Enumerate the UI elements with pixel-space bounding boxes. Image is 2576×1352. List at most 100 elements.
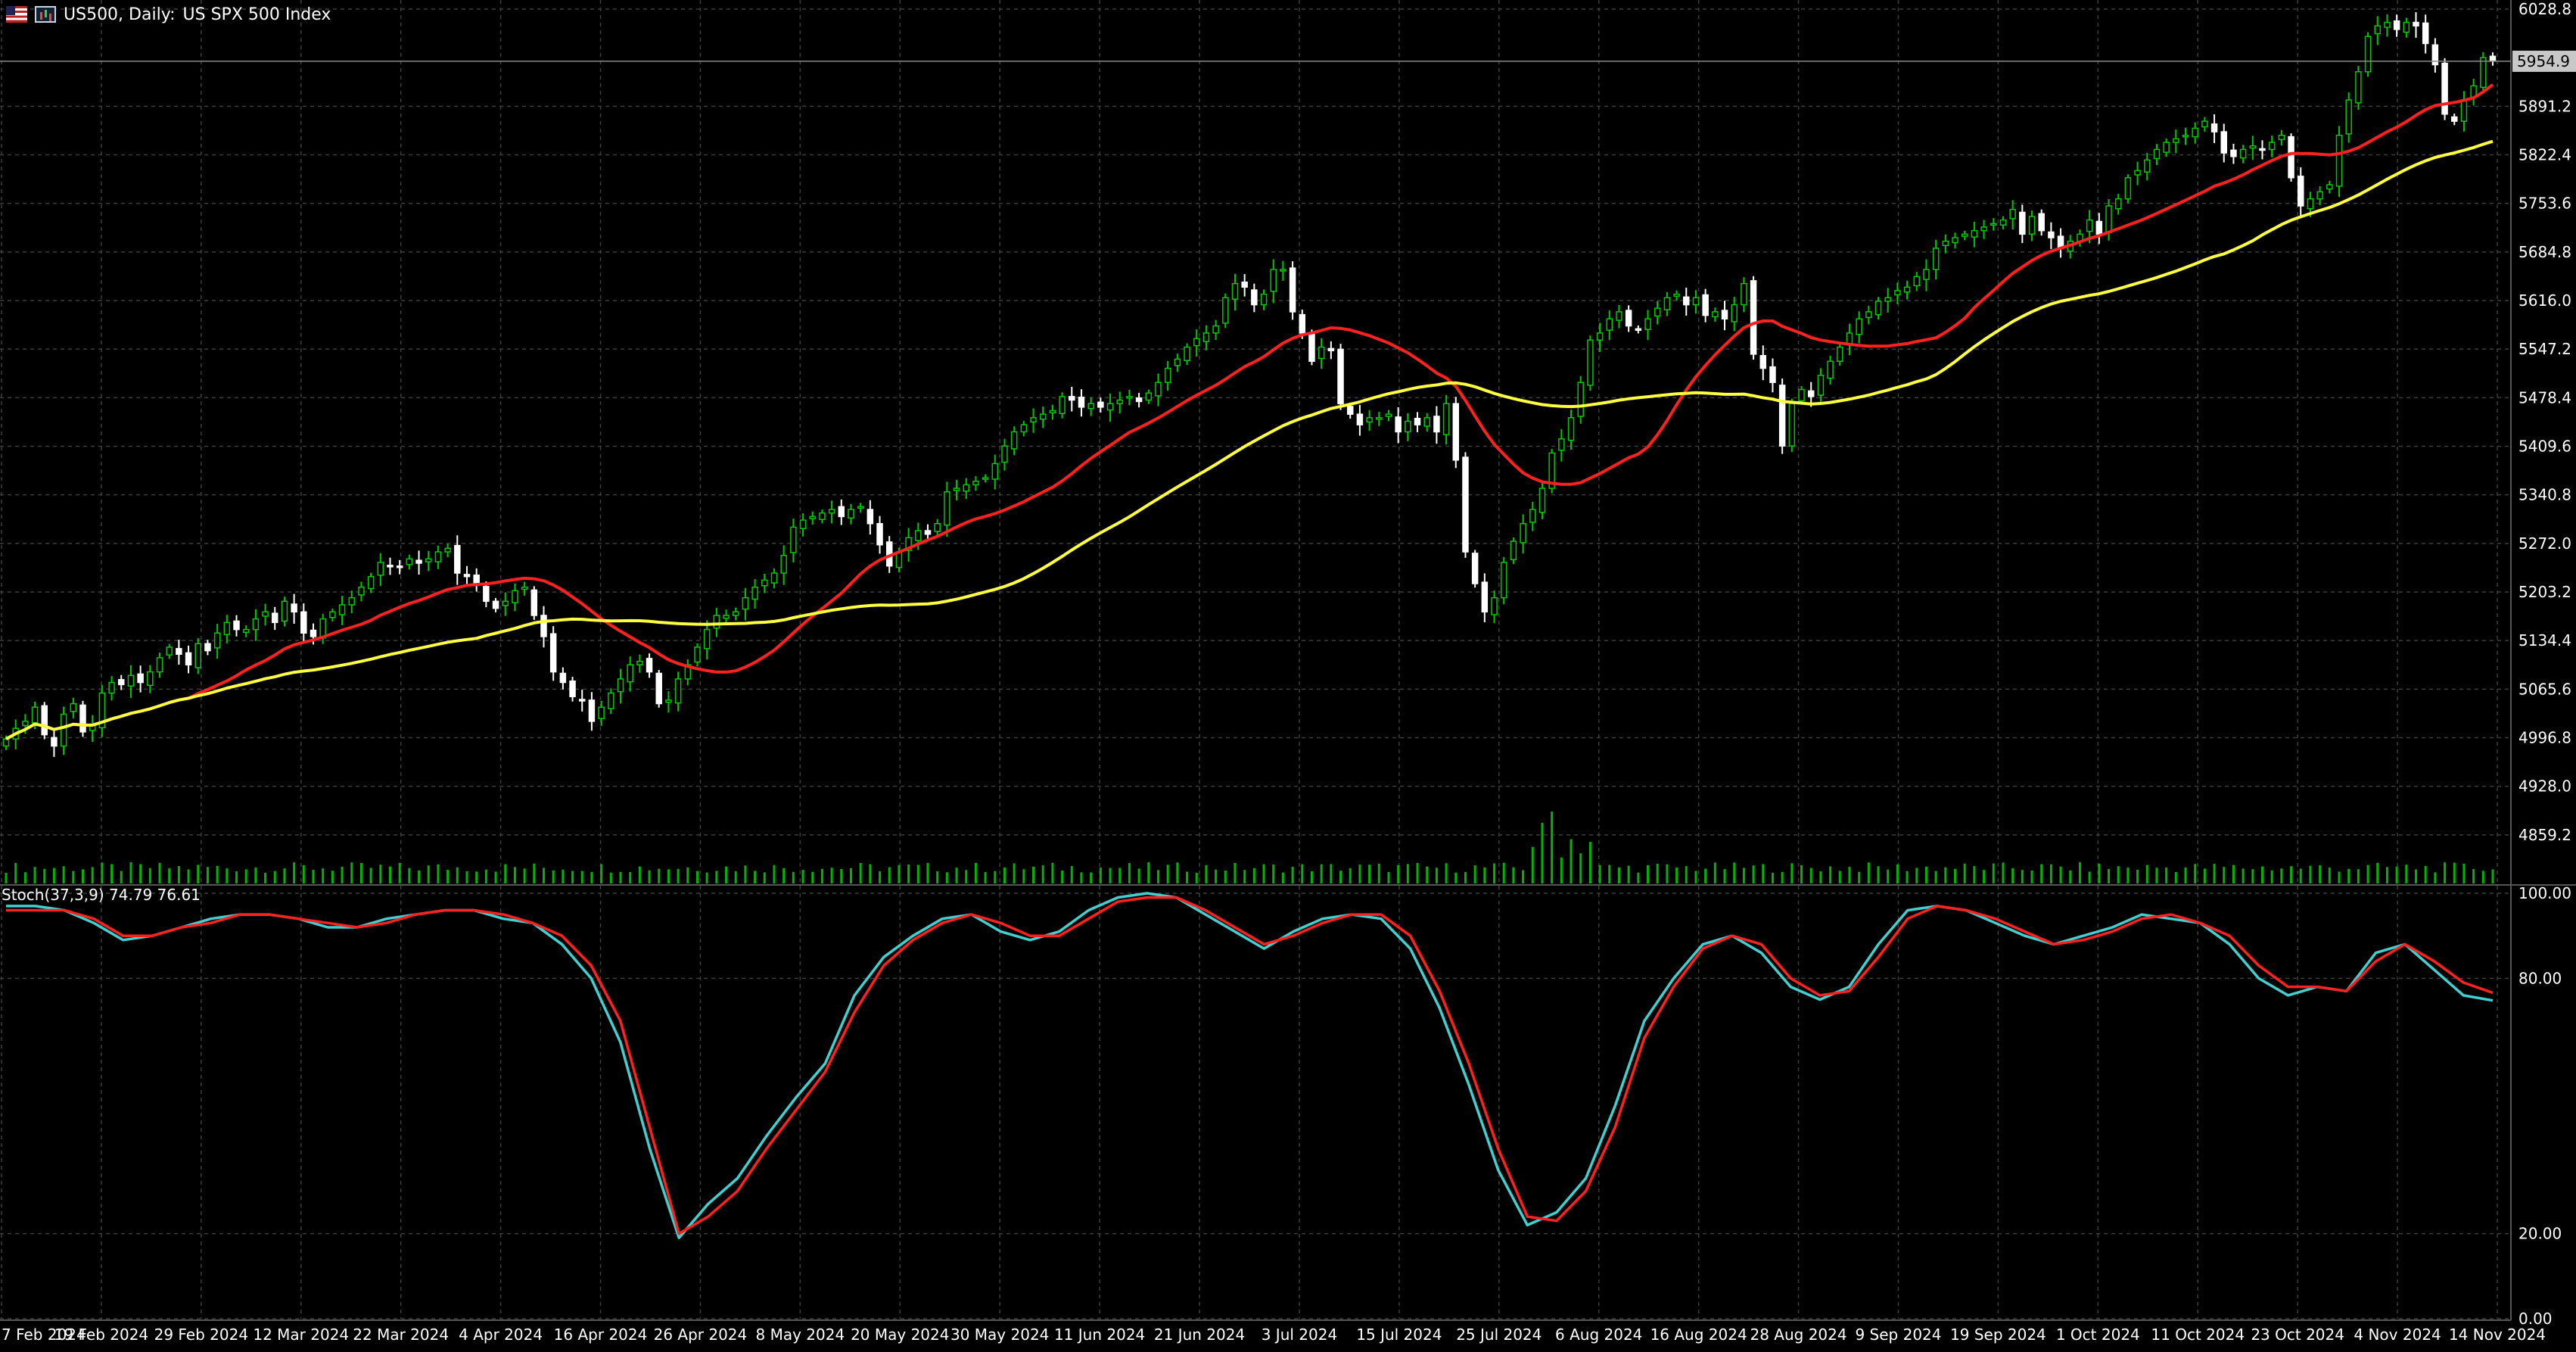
candle-body[interactable] bbox=[1971, 229, 1978, 238]
candle-body[interactable] bbox=[963, 484, 969, 492]
candle-body[interactable] bbox=[1280, 269, 1286, 272]
candle-body[interactable] bbox=[2009, 208, 2016, 220]
candle-body[interactable] bbox=[2460, 99, 2468, 122]
candle-body[interactable] bbox=[934, 522, 941, 532]
candle-body[interactable] bbox=[2259, 148, 2266, 151]
candle-body[interactable] bbox=[2095, 220, 2103, 235]
candle-body[interactable] bbox=[809, 516, 816, 519]
candle-body[interactable] bbox=[1788, 403, 1796, 447]
candle-body[interactable] bbox=[674, 678, 682, 704]
candle-body[interactable] bbox=[233, 620, 240, 631]
candle-body[interactable] bbox=[1414, 418, 1421, 425]
candle-body[interactable] bbox=[1423, 417, 1430, 427]
candle-body[interactable] bbox=[252, 618, 260, 631]
candle-body[interactable] bbox=[915, 530, 922, 541]
candle-body[interactable] bbox=[2114, 198, 2122, 210]
candle-body[interactable] bbox=[1654, 307, 1661, 317]
candle-body[interactable] bbox=[866, 509, 874, 525]
candle-body[interactable] bbox=[492, 600, 499, 609]
candle-body[interactable] bbox=[838, 506, 845, 518]
candle-body[interactable] bbox=[2144, 159, 2151, 173]
candle-body[interactable] bbox=[751, 586, 758, 600]
candle-body[interactable] bbox=[2192, 127, 2198, 138]
candle-body[interactable] bbox=[338, 604, 346, 615]
candle-body[interactable] bbox=[1644, 318, 1651, 330]
candle-body[interactable] bbox=[1692, 297, 1700, 306]
candle-body[interactable] bbox=[713, 615, 720, 629]
candle-body[interactable] bbox=[694, 646, 701, 663]
candle-body[interactable] bbox=[2220, 131, 2227, 154]
candle-body[interactable] bbox=[2326, 184, 2333, 190]
candle-body[interactable] bbox=[780, 554, 787, 574]
candle-body[interactable] bbox=[819, 512, 826, 520]
candle-body[interactable] bbox=[2422, 22, 2429, 45]
candle-body[interactable] bbox=[118, 679, 125, 686]
candle-body[interactable] bbox=[2316, 191, 2323, 200]
candle-body[interactable] bbox=[1049, 410, 1056, 414]
candle-body[interactable] bbox=[2278, 135, 2285, 141]
candle-body[interactable] bbox=[1385, 413, 1392, 417]
candle-body[interactable] bbox=[1010, 431, 1018, 450]
candle-body[interactable] bbox=[1587, 339, 1594, 386]
candle-body[interactable] bbox=[655, 672, 662, 705]
candle-body[interactable] bbox=[2268, 142, 2276, 151]
candle-body[interactable] bbox=[2364, 36, 2372, 73]
candle-body[interactable] bbox=[2441, 62, 2448, 115]
candle-body[interactable] bbox=[2182, 135, 2189, 138]
candle-body[interactable] bbox=[1529, 509, 1536, 523]
candle-body[interactable] bbox=[1126, 396, 1133, 399]
candle-body[interactable] bbox=[828, 509, 835, 514]
candle-body[interactable] bbox=[1683, 296, 1690, 306]
candle-body[interactable] bbox=[1741, 282, 1747, 306]
candle-body[interactable] bbox=[530, 589, 538, 616]
candle-body[interactable] bbox=[1778, 385, 1786, 447]
candle-body[interactable] bbox=[2288, 136, 2294, 179]
candle-body[interactable] bbox=[2210, 123, 2218, 132]
candle-body[interactable] bbox=[262, 611, 269, 617]
candle-body[interactable] bbox=[1001, 445, 1008, 463]
candle-body[interactable] bbox=[2298, 176, 2304, 207]
candle-body[interactable] bbox=[1807, 390, 1815, 397]
candle-body[interactable] bbox=[799, 519, 807, 529]
candle-body[interactable] bbox=[1500, 562, 1507, 599]
candle-body[interactable] bbox=[2048, 231, 2055, 238]
candle-body[interactable] bbox=[1366, 417, 1373, 423]
candle-body[interactable] bbox=[1520, 522, 1526, 544]
candle-body[interactable] bbox=[1491, 597, 1498, 615]
candle-body[interactable] bbox=[2134, 170, 2141, 176]
candle-body[interactable] bbox=[2153, 148, 2161, 160]
candle-body[interactable] bbox=[1020, 424, 1028, 433]
candle-body[interactable] bbox=[1251, 289, 1258, 306]
candle-body[interactable] bbox=[608, 692, 614, 709]
candle-body[interactable] bbox=[108, 681, 115, 694]
candle-body[interactable] bbox=[1106, 403, 1114, 411]
candle-body[interactable] bbox=[953, 488, 960, 491]
candle-body[interactable] bbox=[185, 652, 192, 665]
candle-body[interactable] bbox=[876, 522, 883, 546]
candle-body[interactable] bbox=[1135, 397, 1143, 403]
candle-body[interactable] bbox=[1462, 456, 1469, 553]
candle-body[interactable] bbox=[396, 565, 403, 569]
candle-body[interactable] bbox=[223, 621, 231, 635]
candle-body[interactable] bbox=[272, 612, 278, 624]
candle-body[interactable] bbox=[425, 558, 432, 562]
candle-body[interactable] bbox=[512, 590, 518, 603]
candle-body[interactable] bbox=[2173, 138, 2179, 143]
candle-body[interactable] bbox=[358, 586, 365, 596]
candle-body[interactable] bbox=[2, 738, 10, 747]
candle-body[interactable] bbox=[1346, 406, 1354, 415]
candle-body[interactable] bbox=[848, 509, 854, 519]
candle-body[interactable] bbox=[502, 600, 509, 606]
candle-body[interactable] bbox=[1030, 417, 1037, 423]
candle-body[interactable] bbox=[1606, 318, 1613, 331]
candle-body[interactable] bbox=[242, 628, 250, 634]
candle-body[interactable] bbox=[1923, 269, 1930, 280]
candle-body[interactable] bbox=[578, 699, 586, 702]
candle-body[interactable] bbox=[2028, 216, 2036, 235]
candle-body[interactable] bbox=[406, 558, 413, 565]
candle-body[interactable] bbox=[1567, 417, 1575, 441]
candle-body[interactable] bbox=[1750, 280, 1757, 355]
candle-body[interactable] bbox=[1837, 346, 1843, 362]
candle-body[interactable] bbox=[1318, 346, 1325, 360]
candle-body[interactable] bbox=[1164, 367, 1171, 383]
